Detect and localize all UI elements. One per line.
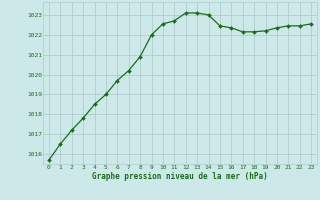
X-axis label: Graphe pression niveau de la mer (hPa): Graphe pression niveau de la mer (hPa) [92,172,268,181]
